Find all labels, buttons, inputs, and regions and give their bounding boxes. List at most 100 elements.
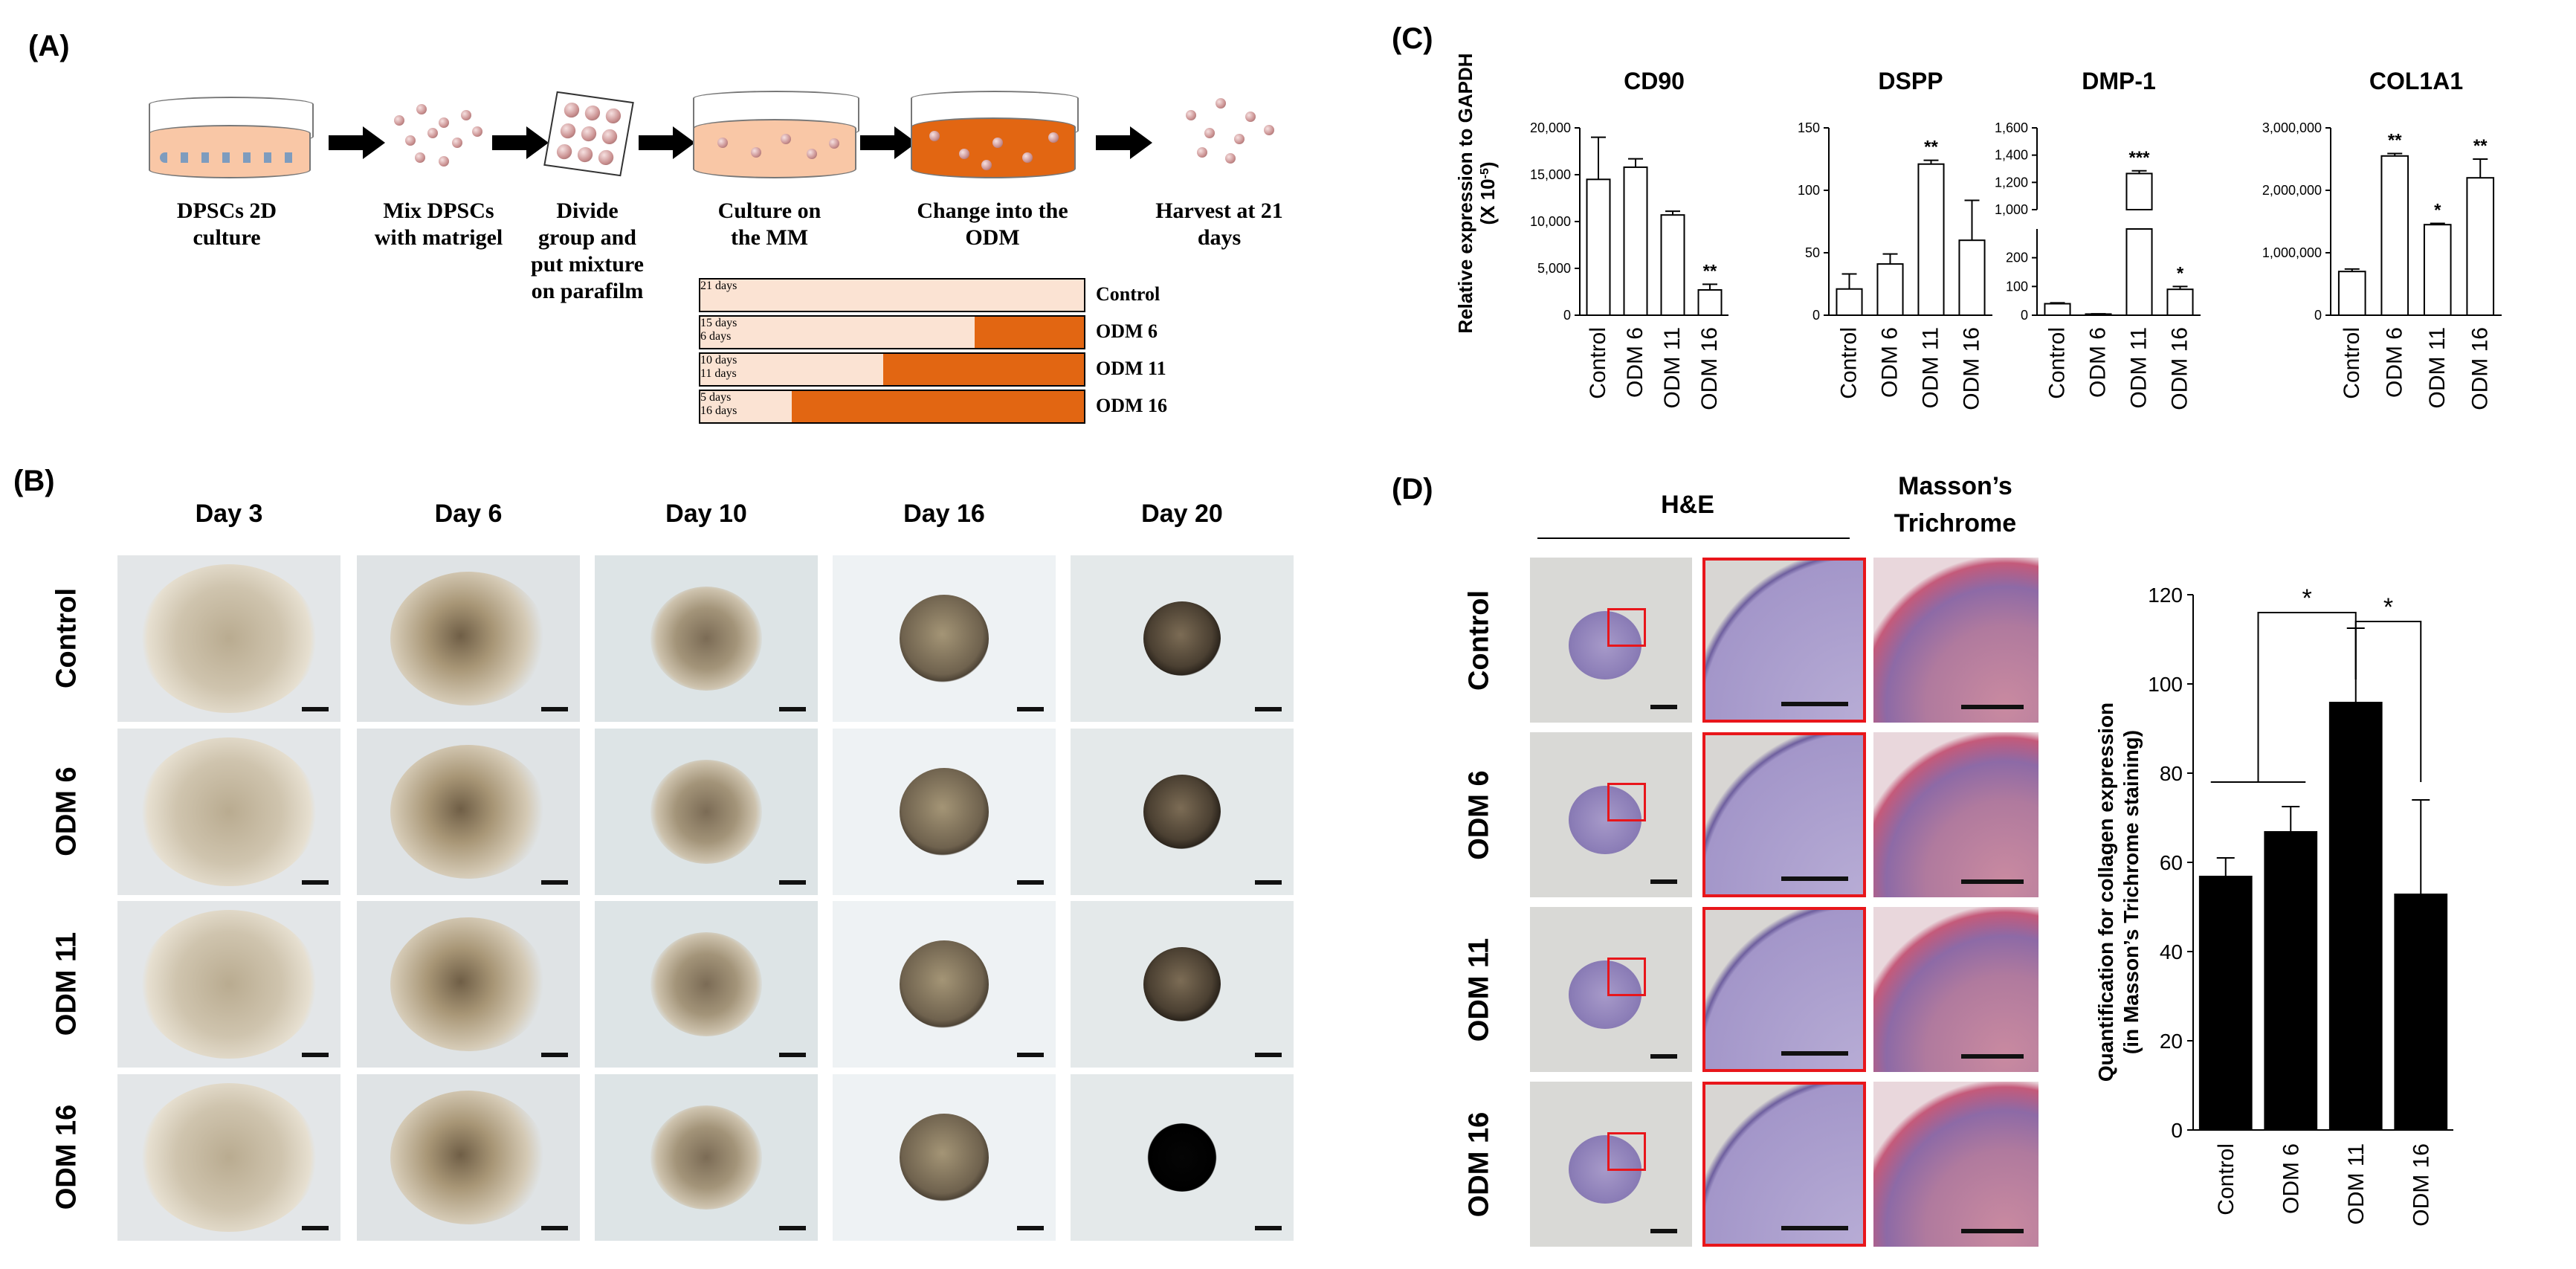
y-axis-unit-suffix: ) <box>1476 161 1499 168</box>
y-axis-label: (in Masson’s Trichrome staining) <box>2120 730 2143 1054</box>
micrograph-image <box>117 729 340 895</box>
significance-bracket <box>2354 621 2422 782</box>
y-tick-label: 1,000 <box>1995 202 2028 217</box>
scale-bar <box>302 1053 329 1057</box>
bar <box>1876 263 1904 316</box>
timeline-odm-label: 6 days <box>700 330 732 343</box>
micrograph-image <box>833 901 1056 1068</box>
micrograph-image <box>833 729 1056 895</box>
chart-title: COL1A1 <box>2369 68 2463 94</box>
timeline-group-label: Control <box>1096 283 1161 305</box>
bar <box>2125 172 2153 211</box>
day-column-header: Day 6 <box>434 500 503 528</box>
y-tick-label: 1,400 <box>1995 148 2028 163</box>
collagen-quantification-chart: Quantification for collagen expression (i… <box>2094 584 2453 1227</box>
x-category-label: Control <box>1586 327 1610 399</box>
step-label-culture-mm: Culture on the MM <box>717 198 821 250</box>
chart-title: DMP-1 <box>2082 68 2156 94</box>
bar <box>1586 178 1611 316</box>
masson-header-line2: Trichrome <box>1894 509 2017 537</box>
timeline-mm-label: 21 days <box>700 280 737 292</box>
spheroid-shape <box>1143 775 1221 849</box>
micrograph-image <box>595 555 818 722</box>
timeline-group-label: ODM 6 <box>1096 320 1158 342</box>
arrow-icon <box>492 126 549 159</box>
significance-marker: * <box>2177 263 2184 283</box>
scale-bar <box>302 880 329 885</box>
y-axis-unit-prefix: (X 10 <box>1476 178 1499 225</box>
step-label-divide: Divide group and put mixture on parafilm <box>531 198 644 303</box>
spheroid-shape <box>390 917 546 1051</box>
scale-bar <box>1650 705 1677 709</box>
he-overview-image <box>1530 907 1692 1072</box>
arrow-icon <box>1096 126 1152 159</box>
significance-marker: ** <box>1703 261 1717 281</box>
scale-bar <box>302 1226 329 1230</box>
timeline-row: 10 days 11 days <box>699 352 1085 387</box>
scale-bar <box>541 1053 568 1057</box>
step-label-2d-culture: DPSCs 2D culture <box>176 198 277 250</box>
he-overview-image <box>1530 1082 1692 1247</box>
significance-marker: ** <box>2388 130 2402 150</box>
day-column-header: Day 3 <box>195 500 263 528</box>
micrograph-image <box>357 901 580 1068</box>
chart-title: CD90 <box>1624 68 1685 94</box>
group-row-header: ODM 11 <box>1463 937 1495 1042</box>
scale-bar <box>1255 1053 1282 1057</box>
he-overview-image <box>1530 558 1692 723</box>
scale-bar <box>1781 876 1848 881</box>
scale-bar <box>779 880 806 885</box>
y-tick-label: 1,000,000 <box>2262 245 2322 260</box>
timeline-row: 15 days 6 days <box>699 315 1085 349</box>
scale-bar <box>1017 1053 1044 1057</box>
y-tick-label: 15,000 <box>1530 167 1571 182</box>
scale-bar <box>779 1226 806 1230</box>
spheroid-shape <box>651 587 762 691</box>
micrograph-image <box>357 729 580 895</box>
timeline-odm-fill <box>882 354 1084 385</box>
micrograph-image <box>595 729 818 895</box>
spheroid-shape <box>900 595 989 682</box>
spheroid-shape <box>1146 1123 1218 1192</box>
x-category-label: ODM 16 <box>2409 1143 2433 1227</box>
scale-bar <box>779 1053 806 1057</box>
panel-c-label: (C) <box>1392 22 1433 55</box>
micrograph-image <box>1071 555 1294 722</box>
spheroid-shape <box>390 745 546 879</box>
panel-d-label: (D) <box>1392 473 1433 506</box>
bar <box>2394 894 2448 1130</box>
arrow-icon <box>639 126 695 159</box>
scale-bar <box>1781 702 1848 706</box>
timeline-row: 21 days <box>699 278 1085 312</box>
timeline-odm-label: 11 days <box>700 367 737 380</box>
timeline-group-label: ODM 11 <box>1096 358 1166 379</box>
he-overview-image <box>1530 732 1692 897</box>
bar <box>2466 177 2495 316</box>
parafilm-plate-icon <box>543 91 634 177</box>
y-tick-label: 0 <box>1812 308 1820 323</box>
significance-marker: * <box>2383 593 2393 621</box>
scale-bar <box>1017 880 1044 885</box>
scale-bar <box>541 880 568 885</box>
spheroid-shape <box>1143 947 1221 1021</box>
step-label-harvest: Harvest at 21 days <box>1155 198 1283 250</box>
bar <box>1660 214 1685 316</box>
significance-marker: ** <box>1924 138 1938 158</box>
he-header: H&E <box>1661 491 1714 519</box>
zoom-box <box>1607 958 1646 996</box>
scale-bar <box>541 1226 568 1230</box>
y-tick-label: 100 <box>2006 279 2028 294</box>
arrow-icon <box>329 126 385 159</box>
zoom-box <box>1607 1132 1646 1171</box>
group-row-header: ODM 6 <box>1463 770 1495 860</box>
bar <box>1623 166 1648 316</box>
micrograph-image <box>595 901 818 1068</box>
bar <box>2125 228 2153 316</box>
day-column-header: Day 16 <box>903 500 985 528</box>
scale-bar <box>1961 1054 2024 1059</box>
spheroid-shape <box>140 1083 318 1232</box>
group-row-header: ODM 16 <box>51 1104 83 1210</box>
y-axis-unit-exp: -5 <box>1479 168 1491 178</box>
significance-marker: * <box>2302 584 2312 613</box>
micrograph-image <box>1071 729 1294 895</box>
